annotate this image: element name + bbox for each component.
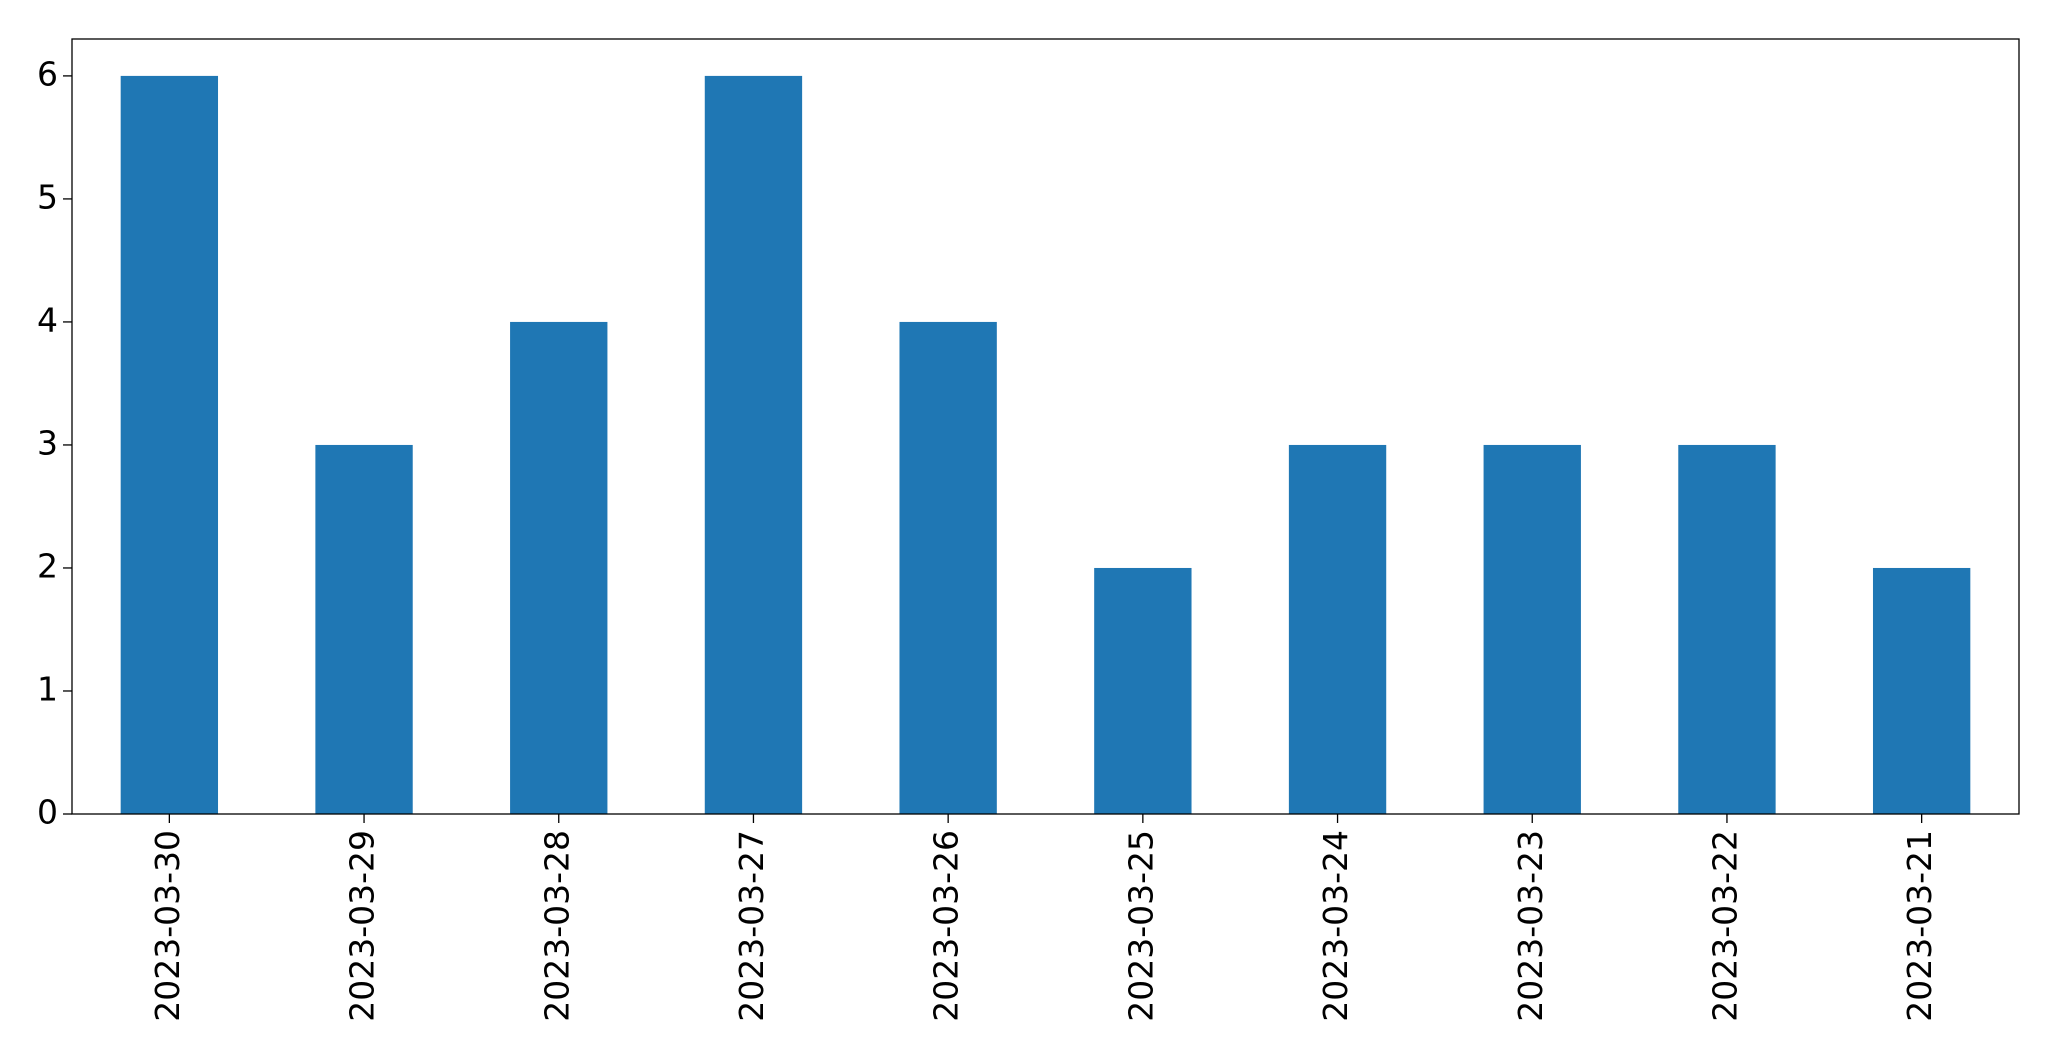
x-tick-label: 2023-03-28 — [537, 830, 576, 1022]
y-tick-label: 0 — [37, 793, 58, 832]
bar — [1483, 444, 1581, 814]
y-tick-label: 4 — [37, 300, 58, 339]
bar — [1094, 567, 1192, 814]
bar — [899, 321, 997, 814]
x-tick-label: 2023-03-29 — [343, 830, 382, 1022]
x-tick-label: 2023-03-22 — [1705, 830, 1744, 1022]
plot-frame — [71, 38, 2020, 815]
bar — [510, 321, 608, 814]
y-tick-label: 1 — [37, 669, 58, 708]
bar — [120, 75, 219, 814]
x-tick-label: 2023-03-23 — [1511, 830, 1550, 1022]
x-tick-label: 2023-03-25 — [1121, 830, 1160, 1022]
bar — [1872, 567, 1971, 814]
bar — [1678, 444, 1776, 814]
x-tick-label: 2023-03-27 — [732, 830, 771, 1022]
x-tick-label: 2023-03-26 — [927, 830, 966, 1022]
y-tick-label: 3 — [37, 423, 58, 462]
x-tick-label: 2023-03-30 — [148, 830, 187, 1022]
bar — [315, 444, 413, 814]
bar — [704, 75, 803, 814]
y-tick-label: 2 — [37, 546, 58, 585]
x-tick-label: 2023-03-21 — [1900, 830, 1939, 1022]
x-tick-label: 2023-03-24 — [1316, 830, 1355, 1022]
bar — [1288, 444, 1387, 814]
y-tick-label: 6 — [37, 54, 58, 93]
y-tick-label: 5 — [37, 177, 58, 216]
